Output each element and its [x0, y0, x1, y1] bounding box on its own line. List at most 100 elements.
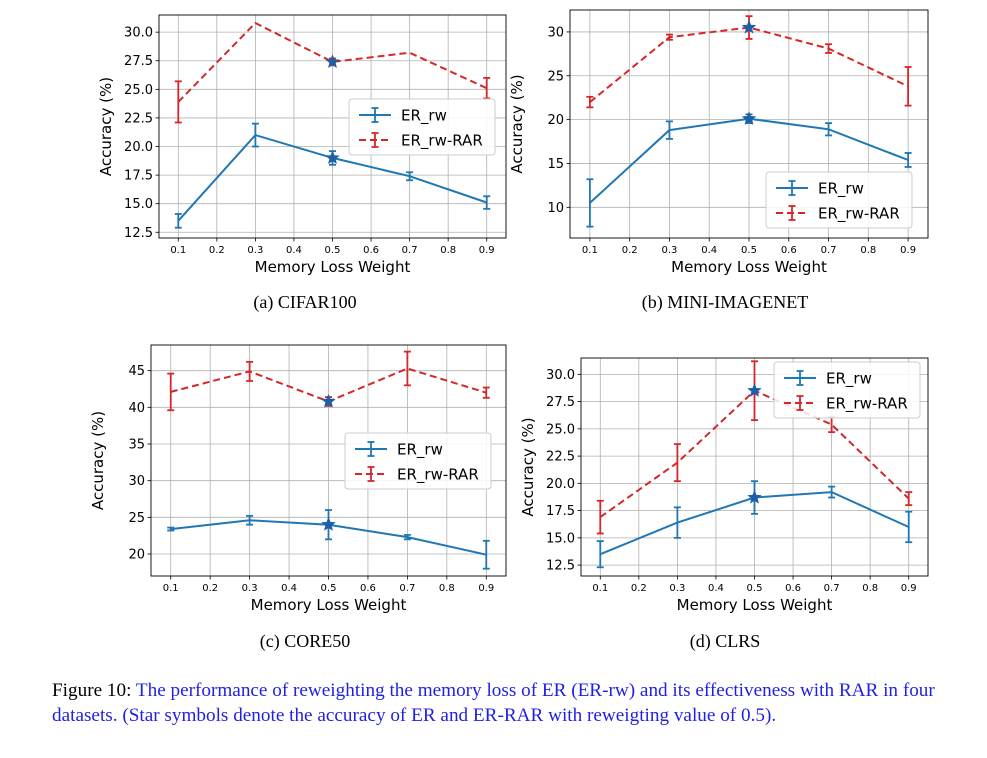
- x-tick-label: 0.5: [747, 583, 763, 594]
- x-tick-label: 0.2: [202, 583, 218, 594]
- star-marker-er-rw: [747, 489, 762, 504]
- x-tick-label: 0.4: [701, 245, 717, 256]
- x-tick-label: 0.5: [741, 245, 757, 256]
- x-tick-label: 0.1: [592, 583, 608, 594]
- y-tick-label: 15.0: [124, 197, 153, 212]
- x-tick-label: 0.7: [402, 245, 418, 256]
- y-tick-label: 45: [128, 364, 145, 379]
- x-tick-label: 0.2: [631, 583, 647, 594]
- chart-clrs: 0.1 0.2 0.3 0.4 0.5 0.6 0.7 0.8 0.9 12.5 15.0 17.5 2…: [519, 357, 929, 614]
- y-axis-label: Accuracy (%): [97, 77, 115, 176]
- subcaption-mini-imagenet: (b) MINI-IMAGENET: [641, 292, 809, 312]
- x-tick-label: 0.3: [247, 245, 263, 256]
- x-tick-label: 0.5: [321, 583, 337, 594]
- star-marker-er-rw: [321, 517, 336, 531]
- y-tick-label: 20: [547, 113, 564, 128]
- y-tick-label: 27.5: [546, 395, 575, 410]
- star-marker-er-rw-rar: [321, 393, 336, 408]
- chart-panel-clrs: 0.1 0.2 0.3 0.4 0.5 0.6 0.7 0.8 0.9 12.5 15.0 17.5 2…: [519, 357, 929, 651]
- legend-label-er-rw-rar: ER_rw-RAR: [826, 395, 908, 414]
- x-tick-label: 0.1: [163, 583, 179, 594]
- x-tick-label: 0.3: [669, 583, 685, 594]
- x-tick-label: 0.7: [824, 583, 840, 594]
- legend-label-er-rw: ER_rw: [401, 107, 447, 126]
- y-tick-label: 25: [128, 511, 145, 526]
- x-tick-label: 0.1: [170, 245, 186, 256]
- y-tick-label: 22.5: [124, 111, 153, 126]
- y-tick-label: 30.0: [124, 26, 153, 41]
- x-tick-label: 0.4: [281, 583, 297, 594]
- y-tick-label: 30.0: [546, 368, 575, 383]
- y-tick-label: 22.5: [546, 450, 575, 465]
- x-tick-label: 0.6: [363, 245, 379, 256]
- y-tick-label: 25.0: [546, 422, 575, 437]
- figure-caption: Figure 10: The performance of reweightin…: [52, 678, 982, 728]
- series-line-er-rw-rar: [177, 21, 488, 103]
- x-tick-label: 0.2: [622, 245, 638, 256]
- star-marker-er-rw-rar: [325, 54, 340, 69]
- star-marker-er-rw-rar: [747, 383, 762, 397]
- chart-panel-cifar100: 0.1 0.2 0.3 0.4 0.5 0.6 0.7 0.8 0.9 12.5 15.0 17.5 2…: [0, 0, 520, 330]
- y-tick-label: 25: [547, 69, 564, 84]
- y-axis-label: Accuracy (%): [89, 411, 107, 510]
- figure-caption-text: The performance of reweighting the memor…: [52, 680, 935, 726]
- x-tick-label: 0.1: [582, 245, 598, 256]
- x-tick-label: 0.4: [708, 583, 724, 594]
- chart-cifar100: 0.1 0.2 0.3 0.4 0.5 0.6 0.7 0.8 0.9 12.5 15.0 17.5 2…: [97, 14, 507, 276]
- x-tick-label: 0.8: [440, 245, 456, 256]
- x-tick-label: 0.9: [478, 583, 494, 594]
- y-tick-label: 27.5: [124, 54, 153, 69]
- legend-label-er-rw: ER_rw: [818, 180, 864, 199]
- x-tick-label: 0.9: [901, 583, 917, 594]
- legend-label-er-rw: ER_rw: [397, 441, 443, 460]
- y-tick-label: 35: [128, 438, 145, 453]
- x-tick-label: 0.4: [286, 245, 302, 256]
- x-tick-label: 0.6: [785, 583, 801, 594]
- x-tick-label: 0.8: [860, 245, 876, 256]
- star-marker-er-rw: [741, 111, 757, 125]
- y-tick-label: 15: [547, 157, 564, 172]
- x-tick-label: 0.6: [360, 583, 376, 594]
- x-tick-label: 0.7: [399, 583, 415, 594]
- chart-mini-imagenet: 0.1 0.2 0.3 0.4 0.5 0.6 0.7 0.8 0.9 10 15 20 25 30 Mem…: [508, 9, 929, 276]
- figure-caption-label: Figure 10:: [52, 680, 132, 701]
- x-axis-label: Memory Loss Weight: [671, 258, 827, 276]
- x-tick-label: 0.9: [900, 245, 916, 256]
- star-marker-er-rw-rar: [741, 19, 757, 34]
- y-tick-label: 20.0: [546, 477, 575, 492]
- x-axis-label: Memory Loss Weight: [255, 258, 411, 276]
- x-tick-label: 0.2: [209, 245, 225, 256]
- y-tick-label: 30: [128, 474, 145, 489]
- chart-core50: 0.1 0.2 0.3 0.4 0.5 0.6 0.7 0.8 0.9 20 25 30 35 40 45 M…: [89, 344, 507, 614]
- plot-area-frame: [580, 357, 929, 577]
- x-tick-label: 0.7: [821, 245, 837, 256]
- legend-label-er-rw-rar: ER_rw-RAR: [397, 466, 479, 485]
- x-tick-label: 0.8: [862, 583, 878, 594]
- x-axis-label: Memory Loss Weight: [251, 596, 407, 614]
- plot-area-frame: [569, 9, 929, 239]
- y-tick-label: 17.5: [124, 169, 153, 184]
- y-tick-label: 20: [128, 548, 145, 563]
- subcaption-core50: (c) CORE50: [259, 631, 351, 651]
- subcaption-cifar100: (a) CIFAR100: [253, 292, 357, 312]
- legend-label-er-rw: ER_rw: [826, 370, 872, 389]
- x-tick-label: 0.6: [781, 245, 797, 256]
- y-tick-label: 25.0: [124, 83, 153, 98]
- y-axis-label: Accuracy (%): [508, 74, 526, 173]
- x-tick-label: 0.5: [325, 245, 341, 256]
- chart-panel-core50: 0.1 0.2 0.3 0.4 0.5 0.6 0.7 0.8 0.9 20 25 30 35 40 45 M…: [0, 0, 520, 670]
- legend-label-er-rw-rar: ER_rw-RAR: [401, 132, 483, 151]
- y-tick-label: 20.0: [124, 140, 153, 155]
- y-tick-label: 15.0: [546, 531, 575, 546]
- star-marker-er-rw: [325, 150, 340, 165]
- x-tick-label: 0.8: [439, 583, 455, 594]
- x-axis-label: Memory Loss Weight: [677, 596, 833, 614]
- y-tick-label: 40: [128, 401, 145, 416]
- plot-area-frame: [150, 344, 507, 577]
- x-tick-label: 0.3: [242, 583, 258, 594]
- y-tick-label: 10: [547, 201, 564, 216]
- y-tick-label: 30: [547, 25, 564, 40]
- legend-label-er-rw-rar: ER_rw-RAR: [818, 205, 900, 224]
- y-axis-label: Accuracy (%): [519, 417, 537, 516]
